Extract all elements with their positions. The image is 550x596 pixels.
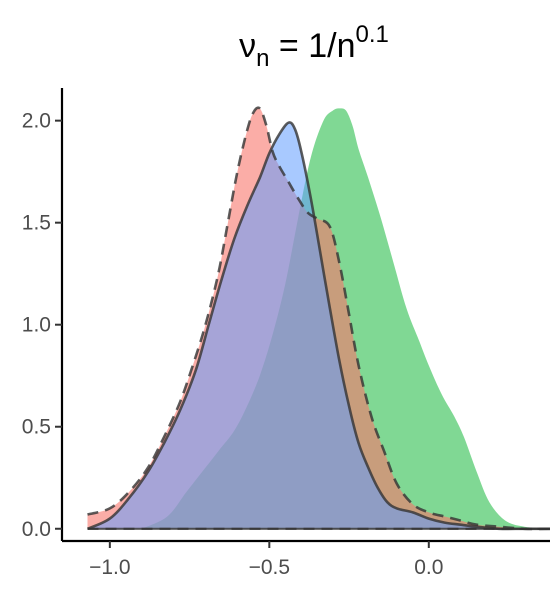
y-tick-label-2: 1.0: [22, 314, 51, 337]
density-outlines: [86, 106, 550, 531]
density-areas: [87, 107, 550, 529]
density-outline-series-3: [86, 121, 550, 531]
chart-title-middle: = 1/n: [269, 27, 355, 65]
axis-ticks: 0.0 0.5 1.0 1.5 2.0 −1.0 −0.5 0.0: [22, 110, 444, 579]
x-tick-label-2: 0.0: [414, 556, 443, 579]
y-tick-label-0: 0.0: [22, 518, 51, 541]
density-outline-series-2: [87, 106, 550, 531]
density-area-series-3: [87, 122, 550, 529]
y-tick-label-1: 0.5: [22, 416, 51, 439]
chart-title-subscript: n: [256, 45, 269, 72]
chart-title-main: ν: [239, 27, 256, 65]
chart-title: νn = 1/n0.1: [239, 21, 389, 72]
y-tick-label-4: 2.0: [22, 110, 51, 133]
chart-title-superscript: 0.1: [356, 21, 389, 48]
y-tick-label-3: 1.5: [22, 212, 51, 235]
x-tick-label-1: −0.5: [249, 556, 290, 579]
x-tick-label-0: −1.0: [89, 556, 130, 579]
